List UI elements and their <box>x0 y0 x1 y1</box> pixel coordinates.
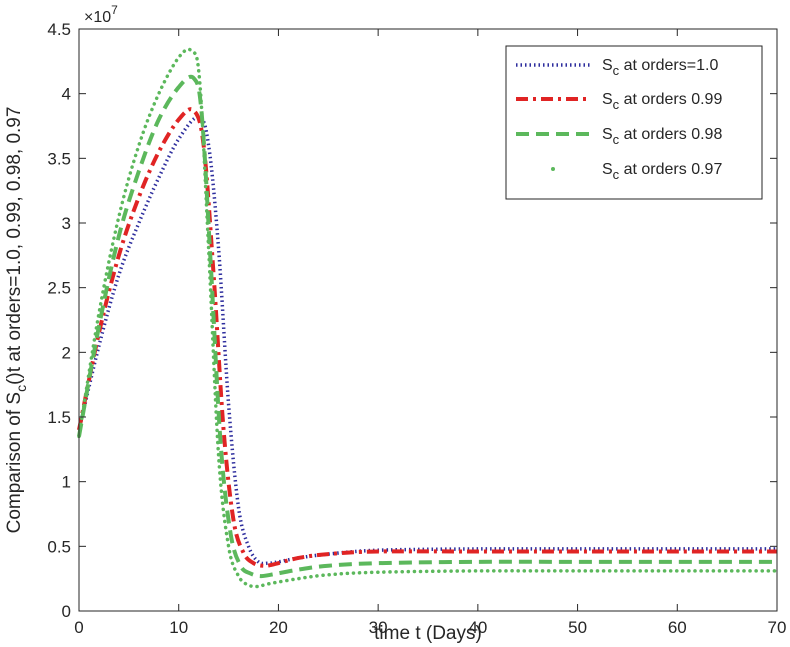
x-tick-label: 10 <box>169 618 188 637</box>
legend-label-4: Sc at orders 0.97 <box>602 161 722 182</box>
y-tick-label: 2 <box>62 343 71 362</box>
y-multiplier: ×107 <box>84 3 118 26</box>
y-axis-label: Comparison of Sc()t at orders=1.0, 0.99,… <box>4 107 29 534</box>
y-tick-label: 1.5 <box>47 408 71 427</box>
series-layer <box>77 47 779 589</box>
y-tick-label: 0 <box>62 602 71 621</box>
y-multiplier-base: ×10 <box>84 9 111 26</box>
tick-layer: 0 10 20 30 40 50 60 70 0 0.5 1 1.5 2 2.5 3 3.5 4 4.5 <box>47 20 786 637</box>
y-axis-label-part1: Comparison of S <box>4 392 25 534</box>
legend-label-1: Sc at orders=1.0 <box>602 57 718 78</box>
x-tick-label: 60 <box>668 618 687 637</box>
series-line-2 <box>77 107 777 568</box>
x-tick-label: 50 <box>568 618 587 637</box>
x-tick-label: 70 <box>768 618 787 637</box>
y-tick-label: 1 <box>62 473 71 492</box>
legend: Sc at orders=1.0 Sc at orders 0.99 Sc at o… <box>505 45 763 200</box>
y-axis-label-part2: ()t at orders=1.0, 0.99, 0.98, 0.97 <box>4 107 25 385</box>
series-line-4 <box>77 47 779 589</box>
y-tick-label: 0.5 <box>47 537 71 556</box>
series-line-3 <box>77 74 777 579</box>
legend-label-3: Sc at orders 0.98 <box>602 126 722 147</box>
legend-entries: Sc at orders=1.0 Sc at orders 0.99 Sc at o… <box>516 57 722 182</box>
y-tick-label: 3 <box>62 214 71 233</box>
y-tick-label: 4.5 <box>47 20 71 39</box>
y-tick-label: 4 <box>62 85 71 104</box>
x-tick-label: 40 <box>468 618 487 637</box>
x-tick-label: 30 <box>369 618 388 637</box>
x-tick-label: 20 <box>269 618 288 637</box>
plot-frame <box>78 28 778 612</box>
y-multiplier-exponent: 7 <box>111 3 118 17</box>
x-axis-label: time t (Days) <box>374 623 482 644</box>
legend-box <box>505 45 763 200</box>
legend-label-2: Sc at orders 0.99 <box>602 91 722 112</box>
y-tick-label: 2.5 <box>47 279 71 298</box>
y-axis-label-subscript: c <box>13 385 29 392</box>
legend-swatch-4 <box>551 167 555 171</box>
y-tick-label: 3.5 <box>47 149 71 168</box>
x-tick-label: 0 <box>74 618 83 637</box>
